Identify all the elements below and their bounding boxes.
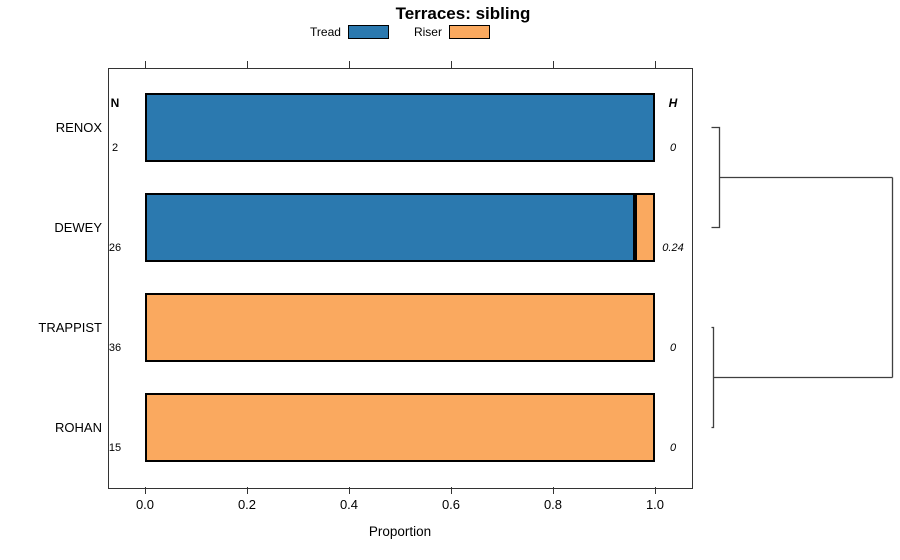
legend-item-riser: Riser bbox=[414, 25, 490, 39]
legend-swatch-riser bbox=[448, 25, 490, 39]
n-value: 26 bbox=[108, 242, 122, 254]
x-axis-tick-bottom bbox=[349, 487, 350, 494]
legend-item-tread: Tread bbox=[310, 25, 389, 39]
bar-segment-riser bbox=[145, 293, 655, 362]
legend-label-riser: Riser bbox=[413, 25, 442, 39]
y-label: TRAPPIST bbox=[38, 319, 102, 335]
dendrogram-cluster1-bracket bbox=[711, 126, 721, 229]
x-tick-label: 0.0 bbox=[135, 497, 155, 512]
y-label: RENOX bbox=[55, 119, 102, 135]
x-tick-label: 1.0 bbox=[645, 497, 665, 512]
x-axis-tick-bottom bbox=[451, 487, 452, 494]
n-value: 2 bbox=[111, 142, 119, 154]
h-value: 0 bbox=[669, 442, 677, 454]
x-tick-label: 0.8 bbox=[543, 497, 563, 512]
x-axis-tick-top bbox=[247, 61, 248, 68]
dendrogram-cluster2-bracket bbox=[711, 326, 715, 429]
bar-segment-tread bbox=[145, 193, 635, 262]
x-axis-tick-top bbox=[655, 61, 656, 68]
legend-label-tread: Tread bbox=[310, 25, 341, 39]
legend-swatch-tread bbox=[347, 25, 389, 39]
x-axis-tick-bottom bbox=[553, 487, 554, 494]
y-label: ROHAN bbox=[55, 419, 102, 435]
x-axis-title: Proportion bbox=[368, 524, 432, 539]
col-header-n: N bbox=[110, 96, 120, 110]
x-axis-tick-bottom bbox=[145, 487, 146, 494]
n-value: 15 bbox=[108, 442, 122, 454]
n-value: 36 bbox=[108, 342, 122, 354]
y-label: DEWEY bbox=[54, 219, 102, 235]
x-axis-tick-top bbox=[553, 61, 554, 68]
chart-title: Terraces: sibling bbox=[395, 4, 531, 23]
legend: Tread Riser bbox=[0, 25, 800, 39]
x-axis-tick-bottom bbox=[655, 487, 656, 494]
x-tick-label: 0.4 bbox=[339, 497, 359, 512]
bar-segment-tread bbox=[145, 93, 655, 162]
col-header-h: H bbox=[668, 96, 678, 110]
h-value: 0 bbox=[669, 142, 677, 154]
x-axis-tick-top bbox=[145, 61, 146, 68]
h-value: 0 bbox=[669, 342, 677, 354]
x-tick-label: 0.6 bbox=[441, 497, 461, 512]
bar-segment-riser bbox=[635, 193, 655, 262]
h-value: 0.24 bbox=[662, 242, 684, 254]
x-tick-label: 0.2 bbox=[237, 497, 257, 512]
bar-segment-riser bbox=[145, 393, 655, 462]
x-axis-tick-bottom bbox=[247, 487, 248, 494]
x-axis-tick-top bbox=[451, 61, 452, 68]
x-axis-tick-top bbox=[349, 61, 350, 68]
